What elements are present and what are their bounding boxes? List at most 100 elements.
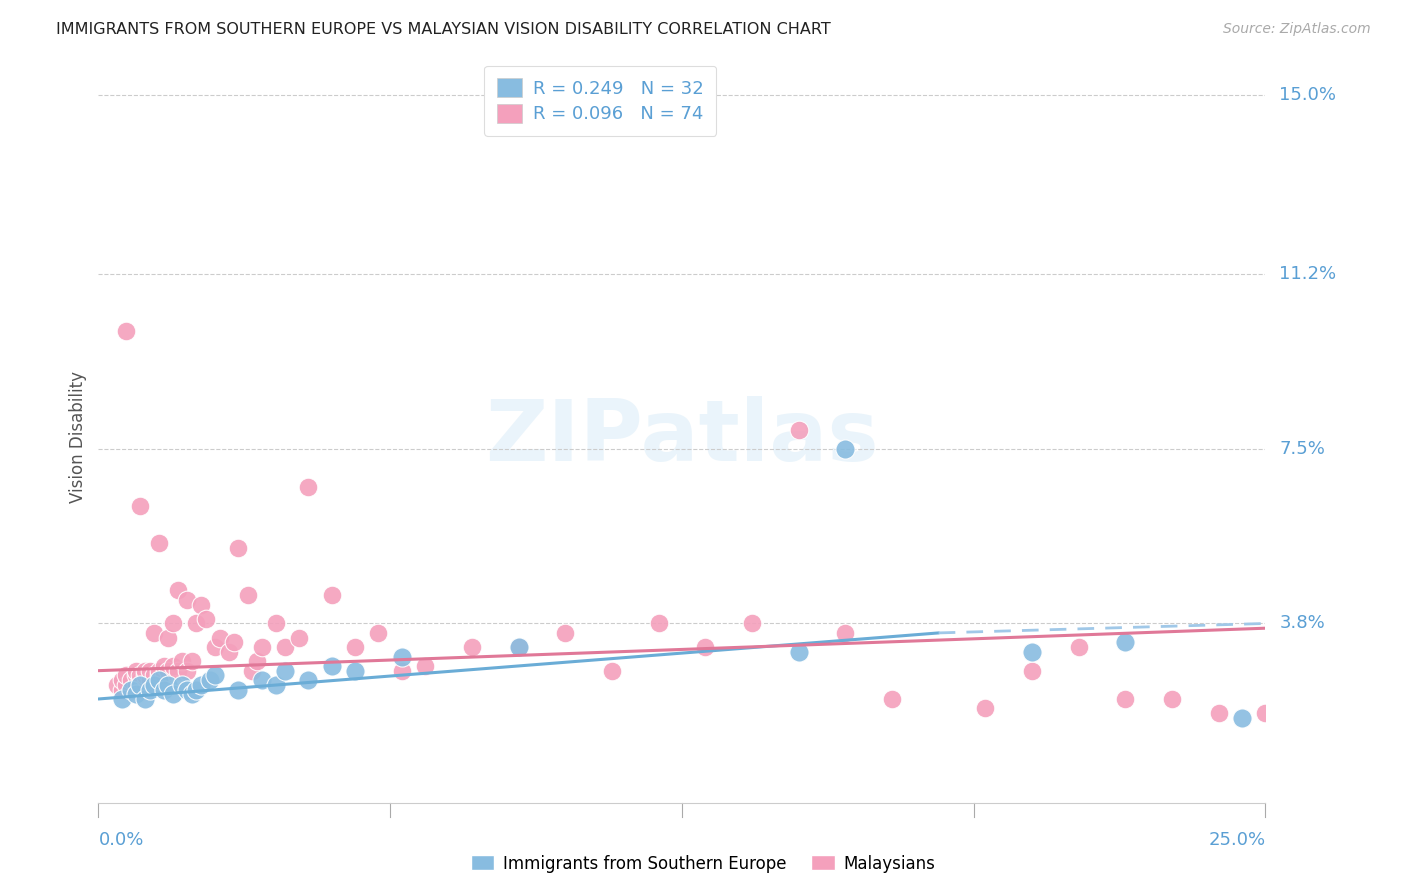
Point [148, 536, 170, 550]
Point [129, 668, 152, 682]
Point [111, 692, 134, 706]
Point [1021, 664, 1043, 678]
Point [180, 687, 202, 701]
Point [125, 664, 148, 678]
Point [880, 692, 903, 706]
Point [600, 664, 623, 678]
Text: 15.0%: 15.0% [1279, 86, 1336, 104]
Point [157, 631, 180, 645]
Text: IMMIGRANTS FROM SOUTHERN EUROPE VS MALAYSIAN VISION DISABILITY CORRELATION CHART: IMMIGRANTS FROM SOUTHERN EUROPE VS MALAY… [56, 22, 831, 37]
Point [111, 682, 134, 697]
Point [787, 423, 810, 437]
Text: Source: ZipAtlas.com: Source: ZipAtlas.com [1223, 22, 1371, 37]
Point [120, 682, 142, 697]
Legend: R = 0.249   N = 32, R = 0.096   N = 74: R = 0.249 N = 32, R = 0.096 N = 74 [484, 66, 716, 136]
Point [228, 682, 250, 697]
Point [1230, 711, 1253, 725]
Point [139, 682, 162, 697]
Point [222, 635, 245, 649]
Point [647, 616, 669, 631]
Point [1114, 692, 1136, 706]
Point [834, 442, 856, 456]
Point [152, 668, 174, 682]
Point [344, 640, 367, 654]
Point [246, 654, 269, 668]
Point [125, 678, 148, 692]
Point [148, 664, 170, 678]
Text: 0.0%: 0.0% [98, 831, 143, 849]
Point [111, 673, 134, 687]
Point [391, 664, 413, 678]
Text: 11.2%: 11.2% [1279, 265, 1337, 284]
Point [190, 678, 212, 692]
Point [1254, 706, 1277, 720]
Point [274, 640, 297, 654]
Point [1114, 635, 1136, 649]
Point [1021, 645, 1043, 659]
Point [508, 640, 530, 654]
Point [787, 645, 810, 659]
Point [250, 673, 273, 687]
Point [162, 616, 184, 631]
Point [274, 664, 297, 678]
Point [461, 640, 484, 654]
Point [157, 678, 180, 692]
Point [139, 673, 162, 687]
Point [1067, 640, 1090, 654]
Y-axis label: Vision Disability: Vision Disability [69, 371, 87, 503]
Point [152, 682, 174, 697]
Point [297, 673, 319, 687]
Point [288, 631, 311, 645]
Point [508, 640, 530, 654]
Point [115, 668, 138, 682]
Point [115, 678, 138, 692]
Point [152, 659, 174, 673]
Point [204, 640, 226, 654]
Point [391, 649, 413, 664]
Point [129, 673, 152, 687]
Point [208, 631, 231, 645]
Point [204, 668, 226, 682]
Text: 7.5%: 7.5% [1279, 440, 1326, 458]
Point [115, 324, 138, 338]
Point [129, 678, 152, 692]
Point [134, 692, 156, 706]
Point [105, 678, 128, 692]
Point [143, 626, 166, 640]
Point [1208, 706, 1230, 720]
Point [143, 668, 166, 682]
Point [125, 687, 148, 701]
Point [129, 499, 152, 513]
Point [554, 626, 576, 640]
Point [242, 664, 264, 678]
Point [741, 616, 763, 631]
Point [148, 673, 170, 687]
Text: 25.0%: 25.0% [1208, 831, 1265, 849]
Point [172, 654, 194, 668]
Point [186, 616, 208, 631]
Point [695, 640, 717, 654]
Point [166, 583, 188, 598]
Point [125, 668, 148, 682]
Point [120, 682, 142, 697]
Point [236, 588, 259, 602]
Text: 3.8%: 3.8% [1279, 615, 1324, 632]
Point [157, 664, 180, 678]
Point [1161, 692, 1184, 706]
Point [250, 640, 273, 654]
Point [166, 664, 188, 678]
Point [162, 687, 184, 701]
Point [120, 673, 142, 687]
Point [134, 678, 156, 692]
Point [344, 664, 367, 678]
Point [176, 664, 198, 678]
Legend: Immigrants from Southern Europe, Malaysians: Immigrants from Southern Europe, Malaysi… [464, 848, 942, 880]
Point [180, 654, 202, 668]
Point [134, 664, 156, 678]
Point [176, 682, 198, 697]
Point [413, 659, 436, 673]
Point [228, 541, 250, 555]
Point [974, 701, 997, 715]
Point [264, 678, 287, 692]
Point [367, 626, 389, 640]
